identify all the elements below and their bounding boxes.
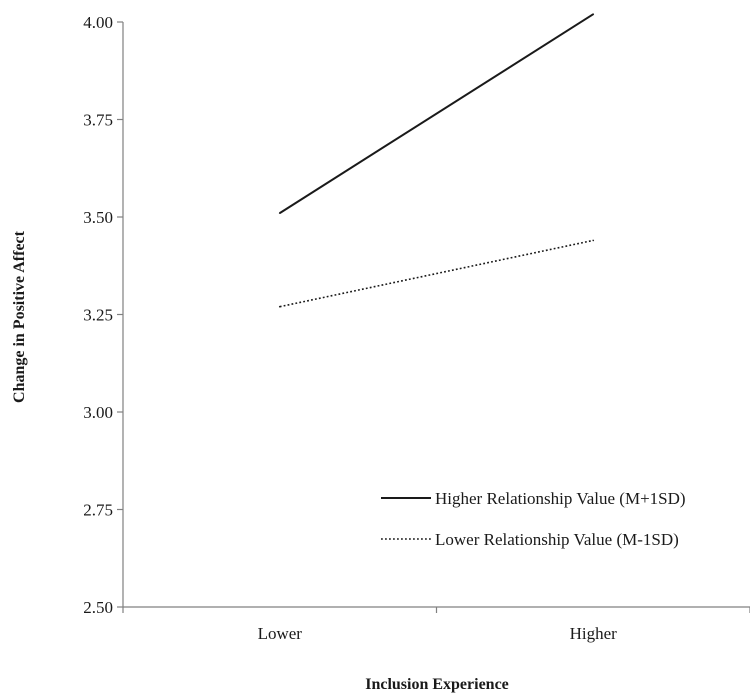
legend-label-lower: Lower Relationship Value (M-1SD) [435,530,679,549]
y-tick-label: 3.00 [83,403,113,422]
y-axis-ticks: 2.50 2.75 3.00 3.25 3.50 3.75 4.00 [83,13,123,617]
x-tick-label: Higher [570,624,618,643]
y-tick-label: 2.50 [83,598,113,617]
data-point [278,212,281,214]
data-point [592,239,595,242]
series-line-lower [279,239,594,308]
x-axis-title: Inclusion Experience [365,676,509,693]
x-axis-ticks: Lower Higher [122,607,750,643]
y-tick-label: 4.00 [83,13,113,32]
y-tick-label: 3.75 [83,111,113,130]
x-tick-label: Lower [258,624,303,643]
series-layer [278,13,595,308]
y-tick-label: 2.75 [83,501,113,520]
legend: Higher Relationship Value (M+1SD) Lower … [381,489,686,549]
y-tick-label: 3.25 [83,306,113,325]
y-axis-title: Change in Positive Affect [11,230,28,403]
data-point [278,305,281,308]
data-point [592,13,595,15]
series-line-higher [279,13,594,214]
y-tick-label: 3.50 [83,208,113,227]
legend-label-higher: Higher Relationship Value (M+1SD) [435,489,686,508]
